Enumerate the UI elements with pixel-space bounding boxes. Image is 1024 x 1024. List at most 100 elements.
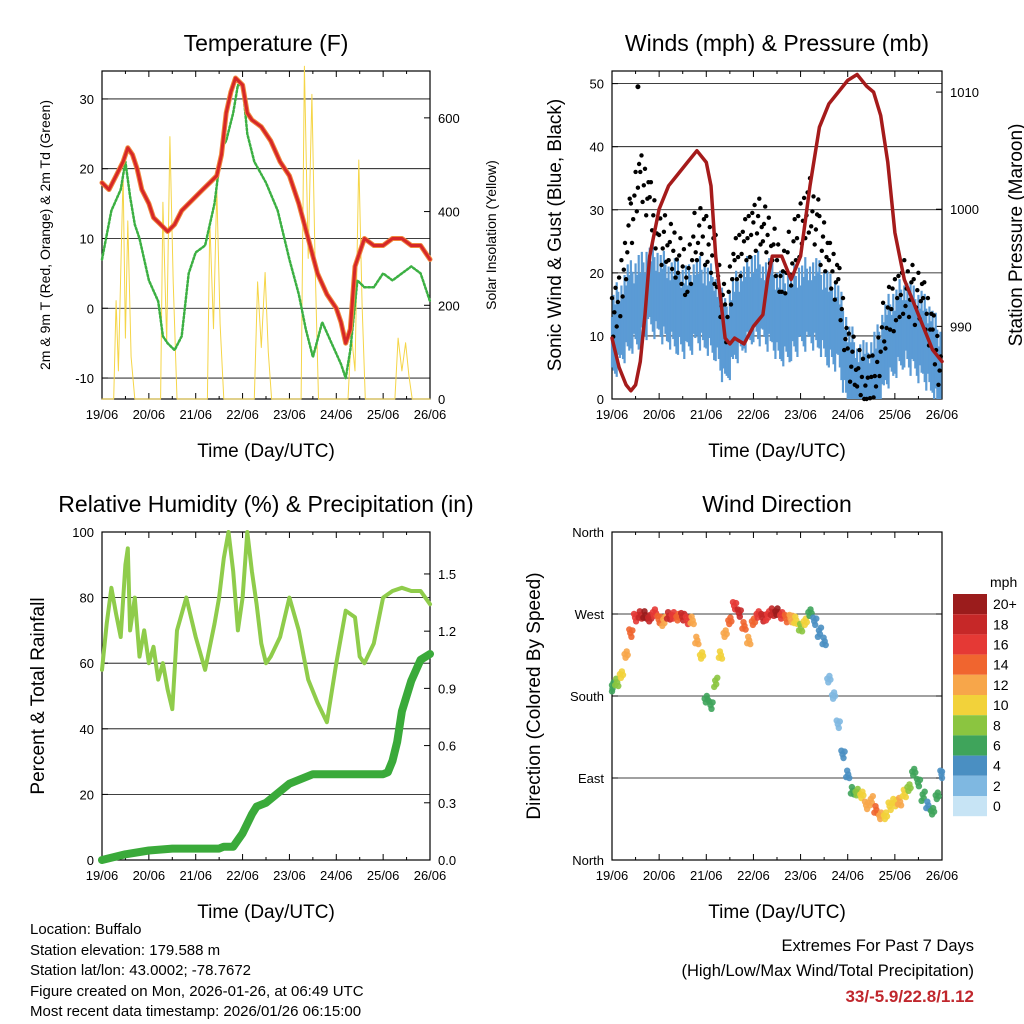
y2-tick-label: 990 bbox=[950, 319, 972, 334]
gust-point bbox=[932, 362, 938, 367]
gust-point bbox=[898, 292, 903, 298]
y-tick-label: North bbox=[572, 853, 604, 868]
gust-point bbox=[884, 325, 889, 331]
extremes-values: 33/-5.9/22.8/1.12 bbox=[845, 987, 974, 1006]
gust-point bbox=[937, 368, 942, 373]
gust-point bbox=[638, 169, 643, 175]
precipitation-line bbox=[98, 650, 434, 864]
legend-swatch-20+ bbox=[953, 594, 987, 615]
gust-point bbox=[686, 265, 691, 271]
direction-point bbox=[883, 813, 891, 820]
gust-point bbox=[817, 213, 822, 219]
y2-tick-label: 1010 bbox=[950, 85, 979, 100]
y-axis-label: Sonic Wind & Gust (Blue, Black) bbox=[545, 99, 566, 371]
x-tick-label: 22/06 bbox=[737, 407, 770, 422]
gust-point bbox=[936, 382, 941, 387]
y-tick-label: South bbox=[570, 689, 604, 704]
direction-point bbox=[713, 681, 720, 688]
legend-swatch-14 bbox=[953, 654, 987, 675]
gust-point bbox=[693, 250, 698, 255]
legend-swatch-16 bbox=[953, 634, 987, 655]
gust-point bbox=[746, 213, 751, 219]
gust-point bbox=[867, 396, 873, 401]
x-tick-label: 26/06 bbox=[926, 407, 959, 422]
gust-point bbox=[786, 229, 791, 234]
gust-point bbox=[741, 239, 747, 244]
y-tick-label: -10 bbox=[75, 371, 94, 386]
gust-max-point bbox=[635, 84, 641, 90]
y-tick-label: 0 bbox=[87, 301, 94, 316]
pressure-line bbox=[610, 72, 944, 393]
gust-point bbox=[691, 234, 696, 239]
direction-point bbox=[841, 748, 848, 755]
gust-point bbox=[830, 269, 835, 274]
gust-point bbox=[677, 253, 682, 258]
gust-point bbox=[778, 273, 783, 279]
direction-point bbox=[869, 793, 876, 800]
gust-point bbox=[705, 259, 710, 264]
x-axis-label: Time (Day/UTC) bbox=[197, 441, 335, 462]
plot-frame bbox=[101, 531, 431, 861]
legend-swatch-6 bbox=[953, 735, 987, 756]
gust-point bbox=[667, 239, 672, 245]
gust-point bbox=[671, 248, 676, 253]
gust-point bbox=[615, 299, 621, 305]
y-tick-label: 40 bbox=[80, 722, 94, 737]
direction-point bbox=[723, 630, 730, 638]
y-tick-label: West bbox=[575, 607, 605, 622]
x-tick-label: 19/06 bbox=[596, 407, 629, 422]
legend-swatch-2 bbox=[953, 775, 987, 796]
direction-point bbox=[742, 626, 749, 633]
gust-point bbox=[900, 311, 906, 316]
gust-point bbox=[727, 264, 733, 269]
gust-point bbox=[931, 313, 936, 318]
direction-point bbox=[813, 615, 820, 622]
x-tick-label: 22/06 bbox=[737, 868, 770, 883]
x-tick-label: 25/06 bbox=[879, 868, 912, 883]
y-tick-label: 80 bbox=[80, 591, 94, 606]
direction-point bbox=[803, 619, 810, 626]
gust-point bbox=[915, 288, 920, 293]
gust-point bbox=[688, 281, 694, 287]
gust-point bbox=[826, 258, 832, 263]
gust-point bbox=[838, 318, 843, 323]
gust-point bbox=[774, 258, 780, 263]
x-tick-label: 26/06 bbox=[926, 868, 959, 883]
gust-point bbox=[636, 161, 642, 167]
speed-legend: mph 20+ 18 16 14 12 10 8 6 4 2 0 bbox=[953, 574, 1017, 817]
gust-point bbox=[891, 329, 896, 334]
station-info: Location: Buffalo Station elevation: 179… bbox=[30, 920, 364, 1023]
direction-point bbox=[629, 627, 636, 634]
y-tick-label: 40 bbox=[590, 140, 604, 155]
gust-point bbox=[737, 232, 742, 238]
direction-point bbox=[907, 784, 914, 792]
direction-point bbox=[887, 806, 894, 814]
gust-point bbox=[641, 183, 646, 188]
gust-point bbox=[623, 277, 629, 282]
y-axis-label: 2m & 9m T (Red, Orange) & 2m Td (Green) bbox=[37, 100, 53, 370]
direction-point bbox=[709, 699, 716, 706]
legend-label-14: 14 bbox=[993, 657, 1009, 673]
gust-point bbox=[788, 283, 794, 288]
gust-point bbox=[704, 213, 709, 219]
gust-point bbox=[882, 339, 887, 344]
gust-point bbox=[661, 229, 667, 234]
gust-point bbox=[760, 239, 766, 244]
gust-point bbox=[911, 277, 916, 282]
gust-point bbox=[694, 258, 700, 263]
humidity-precip-panel: Relative Humidity (%) & Precipitation (i… bbox=[28, 491, 474, 923]
gust-point bbox=[684, 275, 689, 280]
legend-label-12: 12 bbox=[993, 677, 1009, 693]
gust-point bbox=[613, 285, 618, 290]
gust-point bbox=[935, 333, 940, 339]
direction-point bbox=[817, 624, 825, 631]
gust-point bbox=[632, 193, 637, 198]
legend-label-8: 8 bbox=[993, 717, 1001, 733]
y2-tick-label: 0.0 bbox=[438, 853, 456, 868]
elevation-text: Station elevation: 179.588 m bbox=[30, 941, 221, 959]
direction-point bbox=[827, 676, 834, 683]
gust-point bbox=[909, 280, 914, 285]
legend-label-0: 0 bbox=[993, 798, 1001, 814]
gust-point bbox=[698, 206, 703, 211]
x-axis-label: Time (Day/UTC) bbox=[708, 441, 846, 462]
